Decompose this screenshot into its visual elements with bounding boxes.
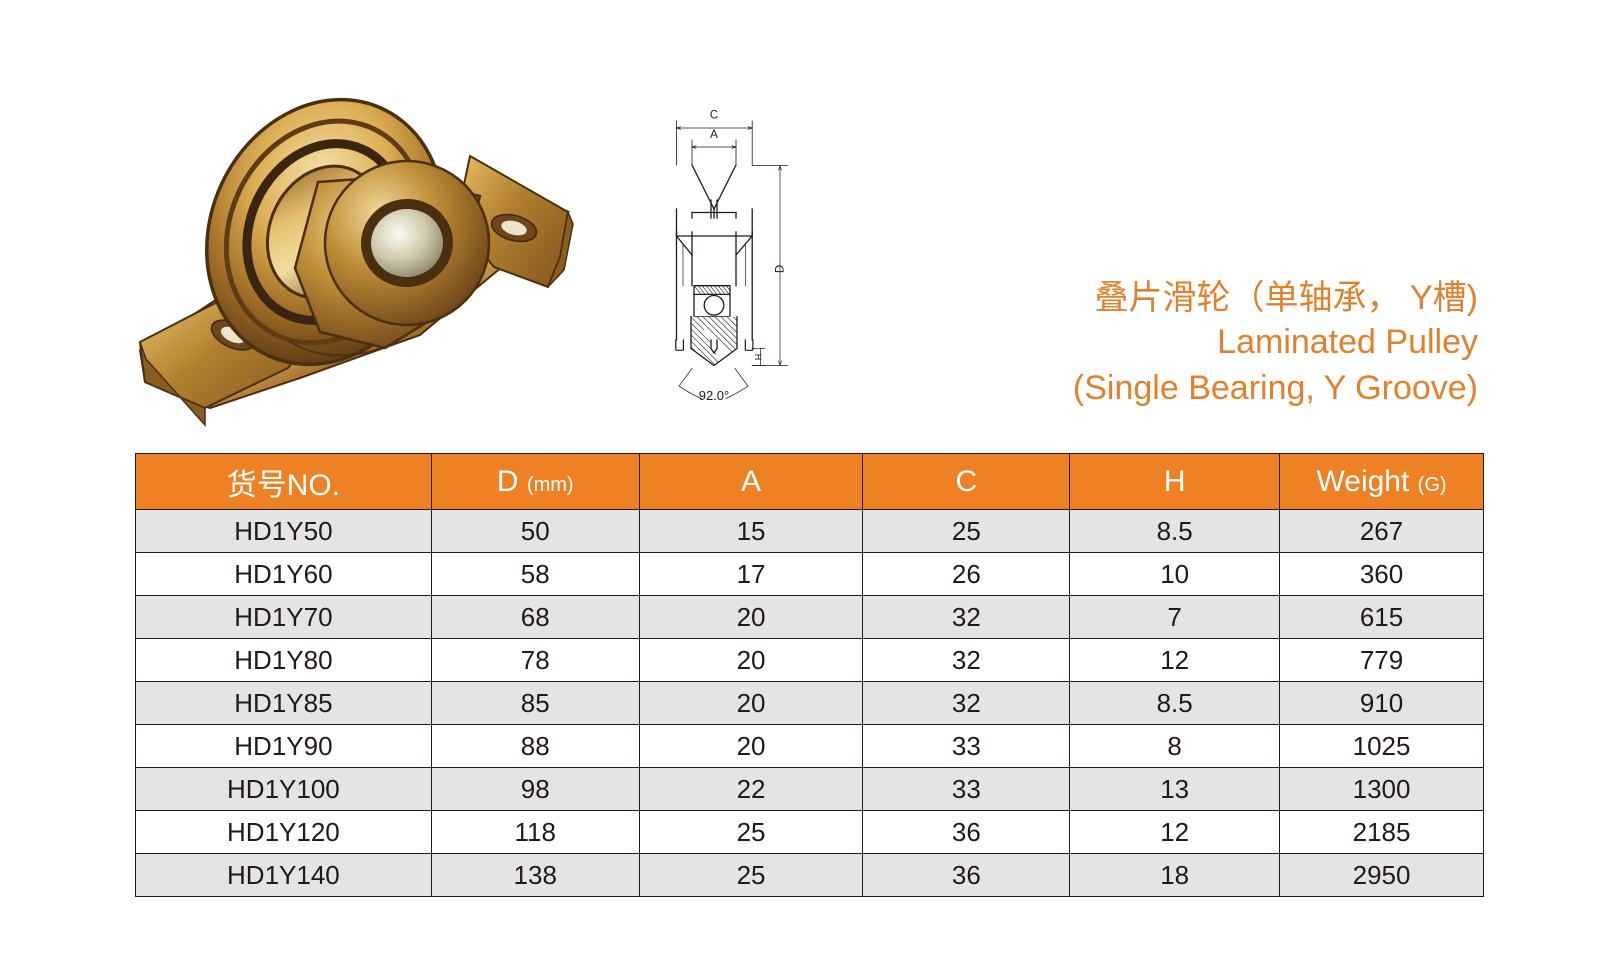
svg-text:D: D bbox=[775, 265, 787, 273]
svg-text:H: H bbox=[754, 354, 764, 361]
svg-text:C: C bbox=[710, 110, 718, 122]
svg-text:A: A bbox=[710, 129, 718, 141]
svg-text:92.0°: 92.0° bbox=[699, 388, 730, 403]
